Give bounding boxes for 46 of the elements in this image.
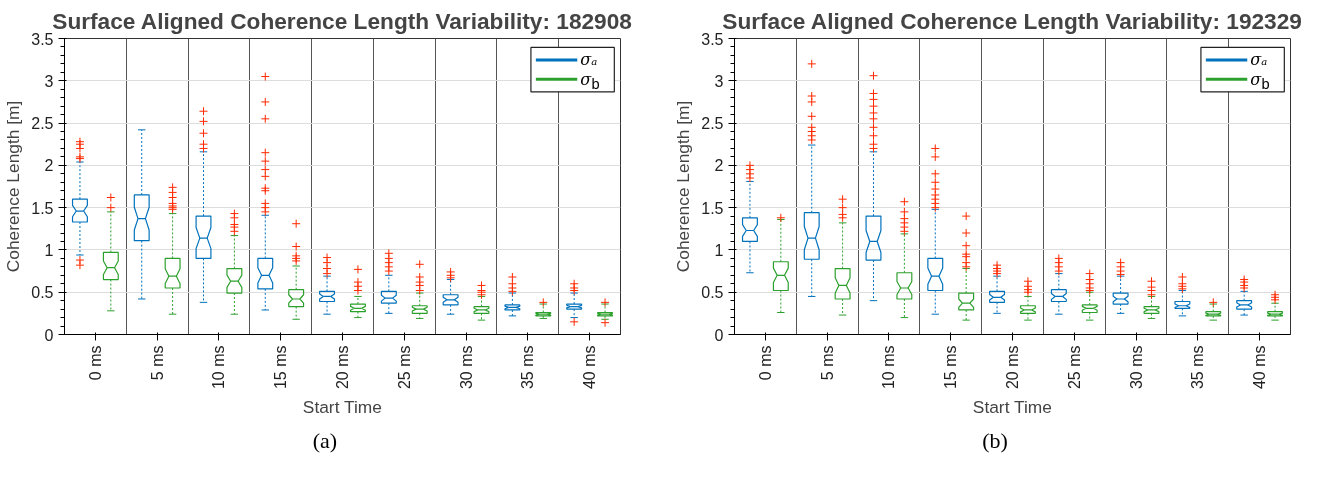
x-axis-title: Start Time (302, 397, 382, 418)
y-tick-label: 3 (714, 72, 724, 90)
y-tick-label: 1 (44, 241, 54, 259)
x-tick-label: 5 ms (818, 345, 836, 381)
y-tick-label: 0.5 (701, 284, 724, 302)
y-tick-label: 3 (44, 72, 54, 90)
x-axis-title: Start Time (972, 397, 1052, 418)
y-tick-label: 3.5 (701, 30, 724, 48)
x-tick-label: 0 ms (756, 345, 774, 381)
text: (a) (312, 427, 338, 455)
x-tick-label: 15 ms (272, 345, 290, 390)
x-tick-label: 25 ms (1065, 345, 1083, 390)
y-tick-label: 2.5 (701, 115, 724, 133)
y-tick-label: 2 (714, 157, 724, 175)
x-tick-label: 25 ms (395, 345, 413, 390)
x-tick-label: 15 ms (942, 345, 960, 390)
x-tick-label: 30 ms (1127, 345, 1145, 390)
chart-title: Surface Aligned Coherence Length Variability: 192329 (722, 7, 1302, 34)
legend-label: σₐ (1250, 50, 1268, 70)
y-tick-label: 1.5 (31, 199, 54, 217)
legend-label: σb (580, 69, 600, 92)
x-tick-label: 10 ms (880, 345, 898, 390)
y-tick-label: 0.5 (31, 284, 54, 302)
x-tick-label: 40 ms (581, 345, 599, 390)
x-tick-label: 40 ms (1251, 345, 1269, 390)
y-tick-label: 1 (714, 241, 724, 259)
x-tick-label: 20 ms (1004, 345, 1021, 390)
x-tick-label: 35 ms (519, 345, 537, 390)
y-tick-label: 2 (44, 157, 54, 175)
y-tick-label: 0 (714, 326, 724, 344)
y-axis-title: Coherence Length [m] (673, 100, 694, 273)
y-tick-label: 0 (44, 326, 54, 344)
x-tick-label: 5 ms (148, 345, 166, 381)
text: (b) (982, 427, 1008, 455)
x-tick-label: 35 ms (1189, 345, 1207, 390)
x-tick-label: 0 ms (86, 345, 104, 381)
y-tick-label: 3.5 (31, 30, 54, 48)
chart-title: Surface Aligned Coherence Length Variability: 182908 (52, 7, 632, 34)
y-tick-label: 2.5 (31, 115, 54, 133)
legend-label: σₐ (580, 50, 598, 70)
x-tick-label: 30 ms (457, 345, 475, 390)
x-tick-label: 10 ms (210, 345, 228, 390)
y-tick-label: 1.5 (701, 199, 724, 217)
x-tick-label: 20 ms (334, 345, 351, 390)
y-axis-title: Coherence Length [m] (3, 100, 24, 273)
legend-label: σb (1250, 69, 1270, 92)
